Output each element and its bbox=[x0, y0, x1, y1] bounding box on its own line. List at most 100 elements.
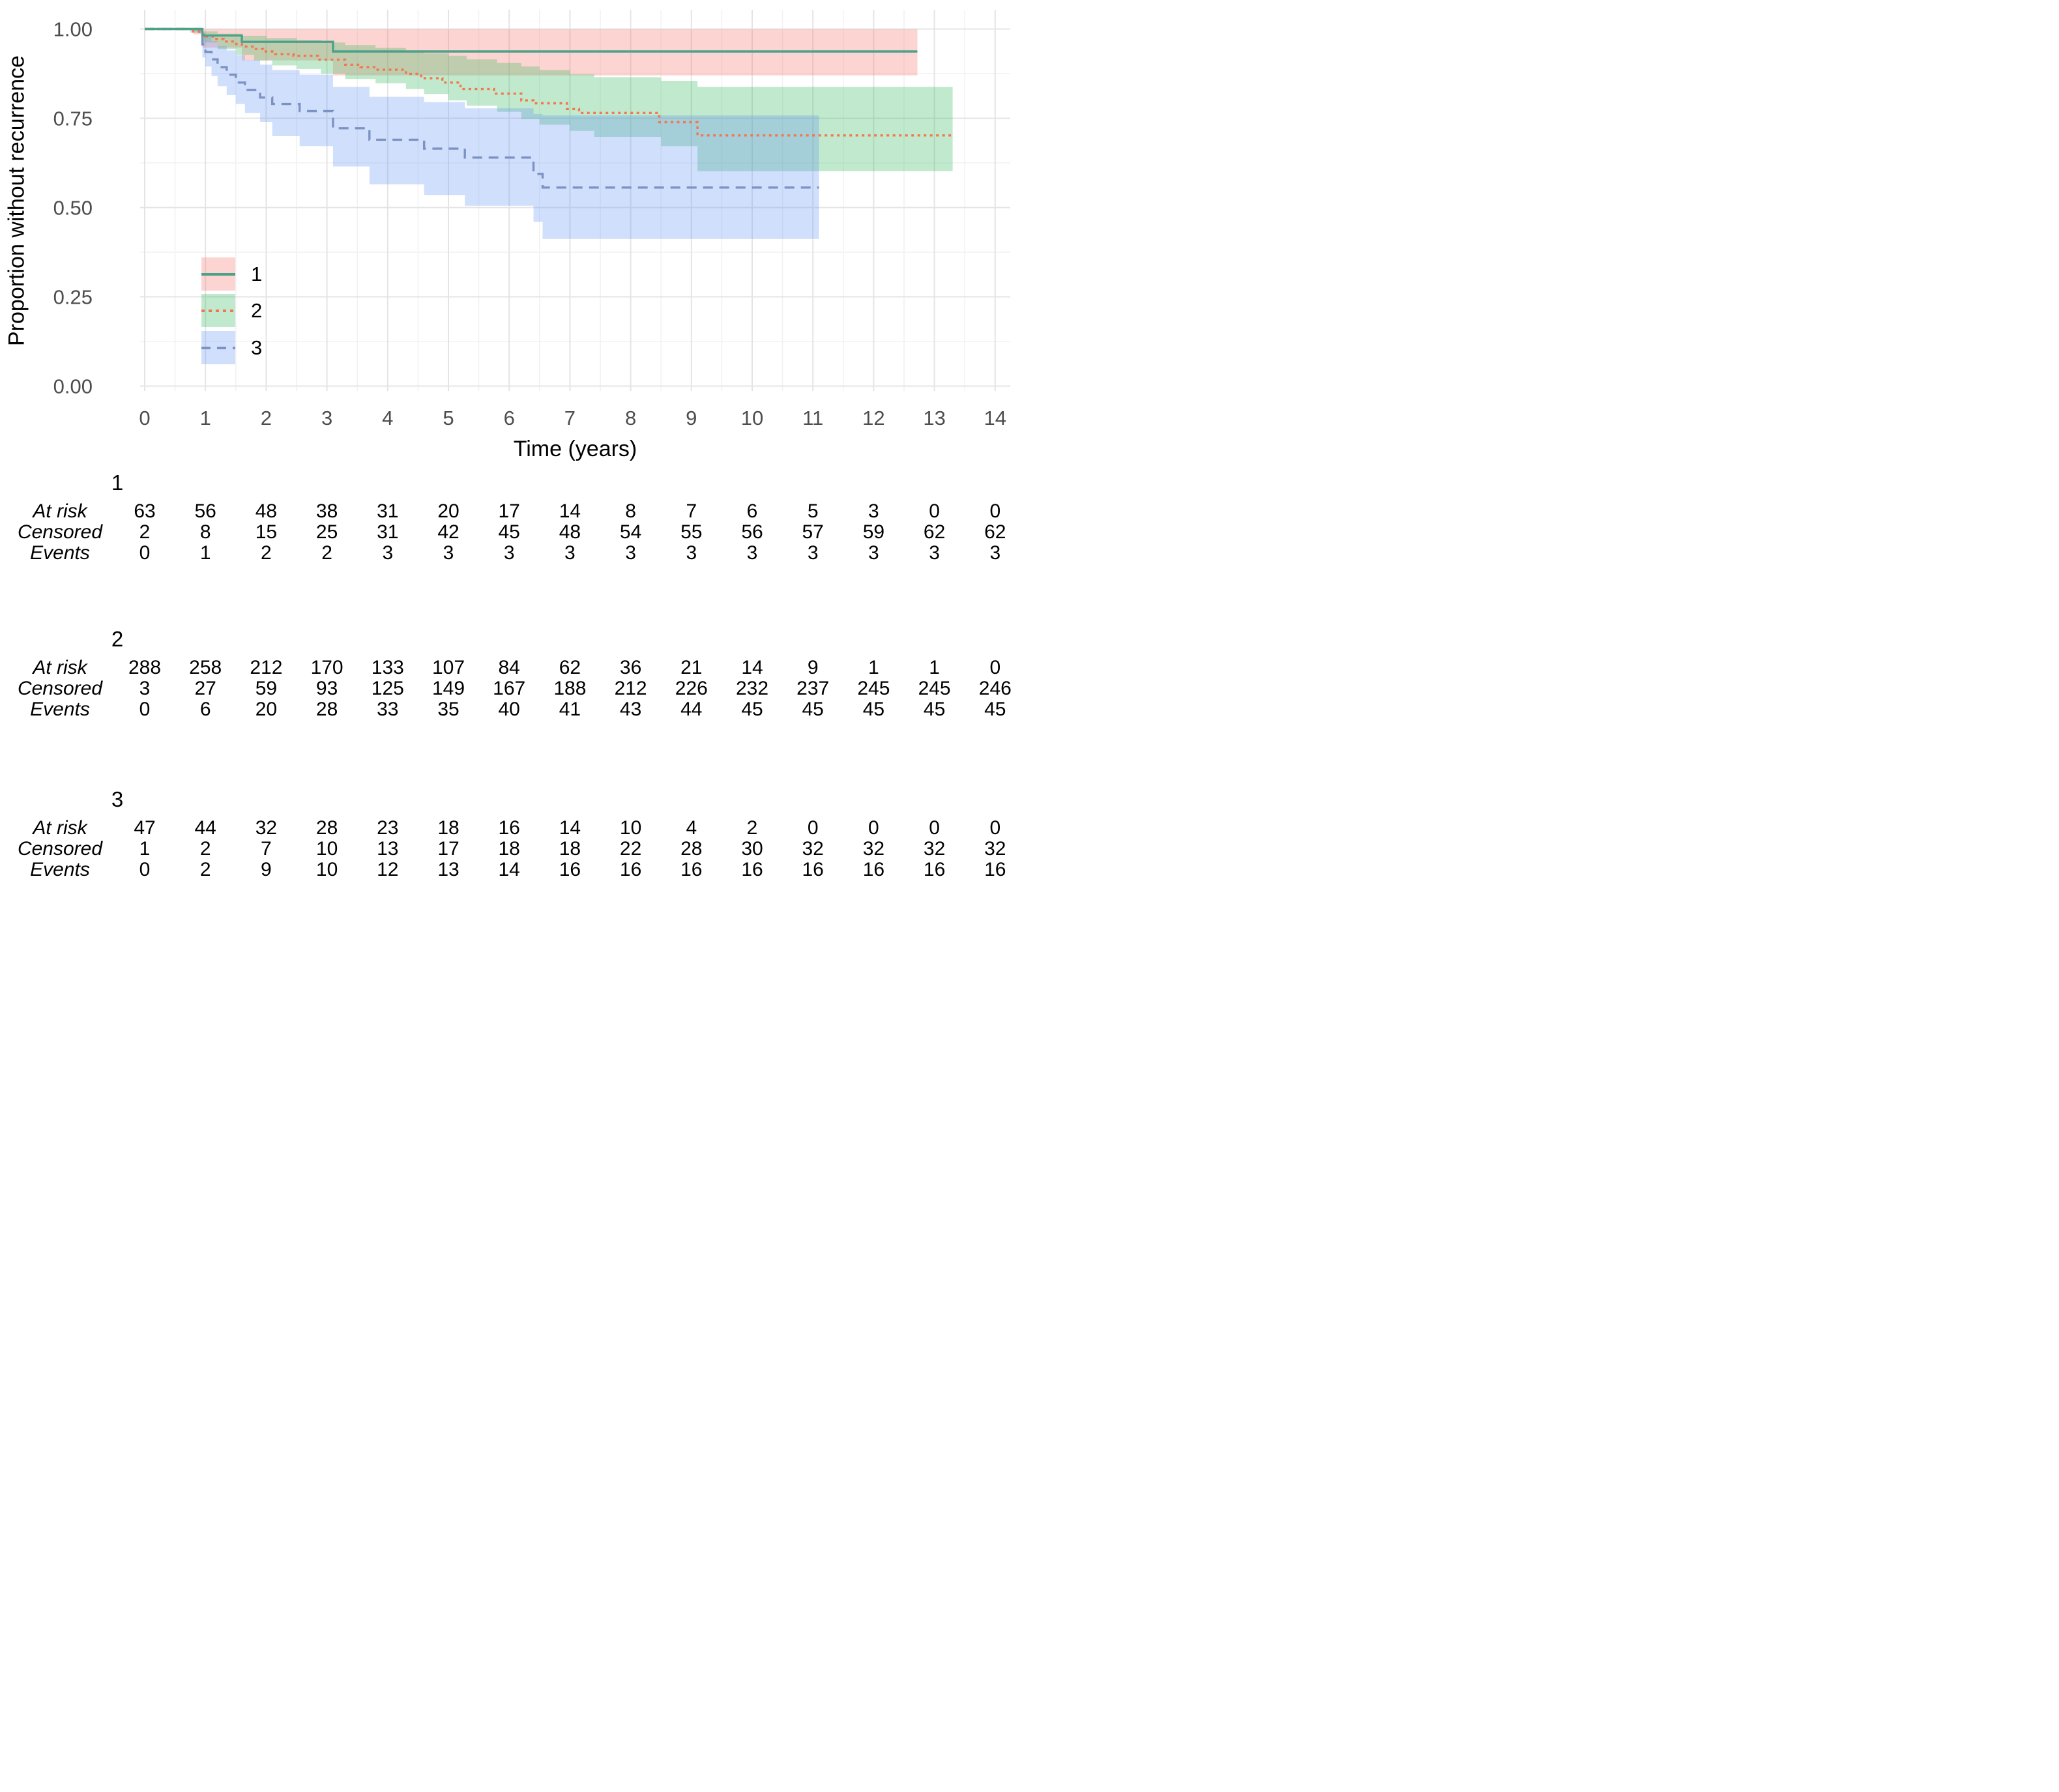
risk-table-value: 45 bbox=[862, 699, 885, 720]
confidence-band-group-2 bbox=[190, 29, 953, 171]
risk-table-value: 1 bbox=[929, 657, 940, 678]
risk-table-value: 0 bbox=[139, 859, 151, 880]
risk-table-value: 15 bbox=[255, 521, 278, 543]
risk-table-value: 25 bbox=[315, 521, 338, 543]
risk-table-value: 16 bbox=[862, 859, 885, 880]
risk-table-value: 20 bbox=[437, 500, 460, 522]
risk-table-value: 0 bbox=[929, 500, 940, 522]
risk-table-value: 2 bbox=[199, 859, 211, 880]
risk-table-value: 54 bbox=[619, 521, 642, 543]
risk-table-value: 62 bbox=[984, 521, 1006, 543]
risk-table-value: 18 bbox=[437, 817, 460, 839]
legend-label: 3 bbox=[251, 336, 263, 359]
x-axis-title: Time (years) bbox=[514, 437, 637, 461]
risk-table-value: 170 bbox=[310, 657, 343, 678]
risk-table-value: 16 bbox=[802, 859, 824, 880]
risk-table-value: 30 bbox=[741, 838, 763, 860]
risk-table-value: 6 bbox=[746, 500, 758, 522]
legend-label: 2 bbox=[251, 299, 263, 322]
axis-labels: 1.000.750.500.250.000 1 2 3 4 5 6 7 8 9 10 11 12 13 14… bbox=[53, 18, 1006, 462]
risk-table-value: 4 bbox=[686, 817, 697, 839]
risk-table-value: 0 bbox=[139, 699, 151, 720]
x-tick-label: 8 bbox=[625, 407, 636, 429]
risk-table-value: 7 bbox=[261, 838, 272, 860]
y-tick-label: 1.00 bbox=[53, 18, 93, 41]
grid bbox=[140, 10, 1010, 391]
risk-table-value: 3 bbox=[382, 542, 394, 564]
x-tick-label: 7 bbox=[564, 407, 576, 429]
risk-table-value: 38 bbox=[315, 500, 338, 522]
risk-table-value: 8 bbox=[625, 500, 636, 522]
risk-table-value: 3 bbox=[139, 678, 151, 699]
risk-table-value: 188 bbox=[553, 678, 587, 699]
risk-table-value: 48 bbox=[255, 500, 278, 522]
risk-table-value: 17 bbox=[437, 838, 460, 860]
risk-table-value: 8 bbox=[199, 521, 211, 543]
risk-table-value: 0 bbox=[139, 542, 151, 564]
risk-table-value: 0 bbox=[989, 500, 1001, 522]
risk-table-value: 12 bbox=[377, 859, 399, 880]
y-tick-label: 0.50 bbox=[53, 197, 93, 220]
risk-table-value: 13 bbox=[377, 838, 399, 860]
risk-table-value: 63 bbox=[134, 500, 156, 522]
risk-table-value: 9 bbox=[807, 657, 819, 678]
risk-table-value: 1 bbox=[199, 542, 211, 564]
risk-table-value: 3 bbox=[564, 542, 576, 564]
risk-table-row-label: Censored bbox=[17, 678, 103, 699]
risk-table-value: 32 bbox=[923, 838, 946, 860]
risk-table-value: 107 bbox=[431, 657, 465, 678]
risk-table-value: 32 bbox=[984, 838, 1006, 860]
legend-entry-3: 3 bbox=[201, 331, 371, 364]
legend-key-line-dotted bbox=[201, 310, 235, 312]
legend-label: 1 bbox=[251, 263, 263, 285]
y-tick-label: 0.25 bbox=[53, 286, 93, 309]
y-tick-label: 0.75 bbox=[53, 108, 93, 130]
risk-table-value: 6 bbox=[199, 699, 211, 720]
risk-table-value: 45 bbox=[741, 699, 763, 720]
x-tick-label: 10 bbox=[741, 407, 763, 429]
risk-table-value: 41 bbox=[559, 699, 581, 720]
risk-table-row-label: Censored bbox=[17, 838, 103, 860]
risk-table-value: 0 bbox=[929, 817, 940, 839]
risk-table-value: 10 bbox=[315, 859, 338, 880]
risk-table-value: 13 bbox=[437, 859, 460, 880]
risk-table-value: 3 bbox=[746, 542, 758, 564]
risk-table-value: 10 bbox=[315, 838, 338, 860]
risk-table-value: 16 bbox=[741, 859, 763, 880]
legend-key-swatch bbox=[201, 331, 235, 364]
risk-table-value: 56 bbox=[741, 521, 763, 543]
risk-table-value: 3 bbox=[625, 542, 636, 564]
risk-table-value: 3 bbox=[989, 542, 1001, 564]
risk-table-group-header: 2 bbox=[111, 627, 124, 651]
risk-table-value: 2 bbox=[261, 542, 272, 564]
risk-table-value: 237 bbox=[796, 678, 830, 699]
legend-entry-1: 1 bbox=[201, 257, 371, 291]
risk-table-value: 17 bbox=[498, 500, 520, 522]
risk-table-value: 45 bbox=[923, 699, 946, 720]
x-tick-label: 9 bbox=[686, 407, 697, 429]
km-chart: 1.000.750.500.250.000 1 2 3 4 5 6 7 8 9 10 11 12 13 14… bbox=[53, 10, 1010, 462]
risk-table-value: 28 bbox=[680, 838, 703, 860]
risk-table-value: 21 bbox=[680, 657, 703, 678]
risk-table-value: 56 bbox=[194, 500, 216, 522]
risk-table-group-header: 3 bbox=[111, 787, 124, 811]
x-tick-label: 14 bbox=[984, 407, 1006, 429]
risk-table-value: 43 bbox=[619, 699, 642, 720]
risk-table-value: 212 bbox=[250, 657, 283, 678]
risk-table-value: 32 bbox=[802, 838, 824, 860]
risk-table-value: 62 bbox=[923, 521, 946, 543]
risk-table-value: 149 bbox=[431, 678, 465, 699]
risk-table-value: 22 bbox=[619, 838, 642, 860]
risk-table-value: 45 bbox=[498, 521, 520, 543]
risk-table-value: 23 bbox=[377, 817, 399, 839]
risk-table-value: 0 bbox=[868, 817, 879, 839]
y-tick-label: 0.00 bbox=[53, 375, 93, 398]
risk-table-value: 84 bbox=[498, 657, 520, 678]
x-tick-label: 4 bbox=[382, 407, 393, 429]
risk-table-value: 44 bbox=[680, 699, 703, 720]
risk-table-value: 47 bbox=[134, 817, 156, 839]
risk-table-value: 18 bbox=[498, 838, 520, 860]
survival-curve-group-3 bbox=[145, 27, 819, 189]
risk-table-value: 55 bbox=[680, 521, 703, 543]
risk-table-value: 2 bbox=[321, 542, 332, 564]
